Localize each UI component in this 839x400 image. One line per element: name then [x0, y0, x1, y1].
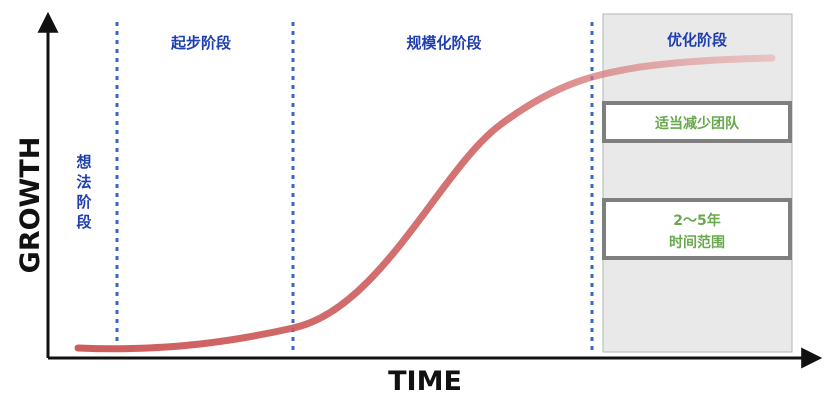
idea-phase-label-char: 法	[76, 173, 91, 191]
startup-phase-label: 起步阶段	[170, 34, 231, 52]
x-axis-label: TIME	[388, 366, 462, 397]
idea-phase-label-char: 阶	[76, 193, 92, 211]
idea-phase-label-char: 段	[76, 213, 91, 231]
optimization-phase-label: 优化阶段	[667, 31, 727, 49]
duration-box	[602, 198, 792, 260]
reduce-team-box	[602, 101, 792, 143]
duration-text-line1: 2～5年	[673, 212, 720, 229]
duration-text-line2: 时间范围	[669, 234, 725, 251]
scaling-phase-label: 规模化阶段	[406, 34, 481, 52]
y-axis-label: GROWTH	[15, 137, 46, 274]
reduce-team-text: 适当减少团队	[655, 115, 740, 132]
idea-phase-label-char: 想	[75, 153, 91, 171]
growth-curve	[74, 54, 776, 353]
